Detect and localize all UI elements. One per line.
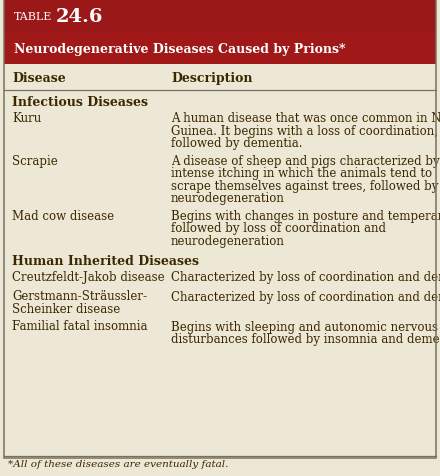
Text: Guinea. It begins with a loss of coordination, usually: Guinea. It begins with a loss of coordin… [171,124,440,137]
Text: Familial fatal insomnia: Familial fatal insomnia [12,320,147,333]
Text: TABLE: TABLE [14,11,52,21]
Text: Mad cow disease: Mad cow disease [12,209,114,222]
Text: Gerstmann-Sträussler-: Gerstmann-Sträussler- [12,290,147,303]
Text: followed by dementia.: followed by dementia. [171,137,303,149]
Text: neurodegeneration: neurodegeneration [171,192,285,205]
Text: Scrapie: Scrapie [12,154,58,167]
Text: Description: Description [171,72,253,85]
Text: scrape themselves against trees, followed by: scrape themselves against trees, followe… [171,179,438,192]
Text: Begins with changes in posture and temperament,: Begins with changes in posture and tempe… [171,209,440,222]
Text: Scheinker disease: Scheinker disease [12,302,120,315]
Text: Characterized by loss of coordination and dementia: Characterized by loss of coordination an… [171,270,440,283]
Bar [4,49,436,460]
Text: Characterized by loss of coordination and dementia: Characterized by loss of coordination an… [171,290,440,303]
Text: *All of these diseases are eventually fatal.: *All of these diseases are eventually fa… [8,459,228,468]
Text: A disease of sheep and pigs characterized by: A disease of sheep and pigs characterize… [171,154,440,167]
Bar [4,0,436,33]
Bar [4,33,436,65]
Text: 24.6: 24.6 [56,8,103,25]
Text: disturbances followed by insomnia and dementia: disturbances followed by insomnia and de… [171,332,440,345]
Text: A human disease that was once common in New: A human disease that was once common in … [171,112,440,125]
Text: intense itching in which the animals tend to: intense itching in which the animals ten… [171,167,432,179]
Text: Creutzfeldt-Jakob disease: Creutzfeldt-Jakob disease [12,270,165,283]
Text: Neurodegenerative Diseases Caused by Prions*: Neurodegenerative Diseases Caused by Pri… [14,42,345,55]
Text: Disease: Disease [12,72,66,85]
Text: neurodegeneration: neurodegeneration [171,234,285,247]
Text: Kuru: Kuru [12,112,41,125]
Text: Infectious Diseases: Infectious Diseases [12,96,148,109]
Text: Human Inherited Diseases: Human Inherited Diseases [12,255,199,268]
Text: followed by loss of coordination and: followed by loss of coordination and [171,221,386,235]
Text: Begins with sleeping and autonomic nervous system: Begins with sleeping and autonomic nervo… [171,320,440,333]
